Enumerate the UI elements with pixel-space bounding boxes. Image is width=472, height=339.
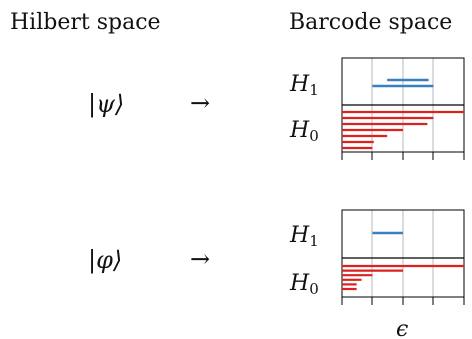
phi-h0-letter: H	[290, 271, 310, 296]
psi-h0-sub: 0	[309, 127, 319, 145]
barcode-space-header: Barcode space	[289, 10, 453, 35]
psi-h1-label: H1	[290, 72, 319, 103]
phi-state-label: |φ⟩	[88, 246, 123, 274]
hilbert-space-header: Hilbert space	[10, 10, 161, 35]
phi-h1-letter: H	[290, 223, 310, 248]
psi-arrow: →	[190, 89, 211, 117]
epsilon-axis-label: ϵ	[396, 317, 409, 339]
phi-h1-label: H1	[290, 223, 319, 254]
phi-arrow: →	[190, 245, 211, 273]
psi-state-label: |ψ⟩	[88, 90, 125, 118]
psi-h1-sub: 1	[309, 81, 319, 99]
phi-h0-label: H0	[290, 271, 319, 302]
psi-h0-letter: H	[290, 118, 310, 143]
phi-h0-sub: 0	[309, 280, 319, 298]
psi-h0-label: H0	[290, 118, 319, 149]
phi-h1-sub: 1	[309, 232, 319, 250]
psi-h1-letter: H	[290, 72, 310, 97]
